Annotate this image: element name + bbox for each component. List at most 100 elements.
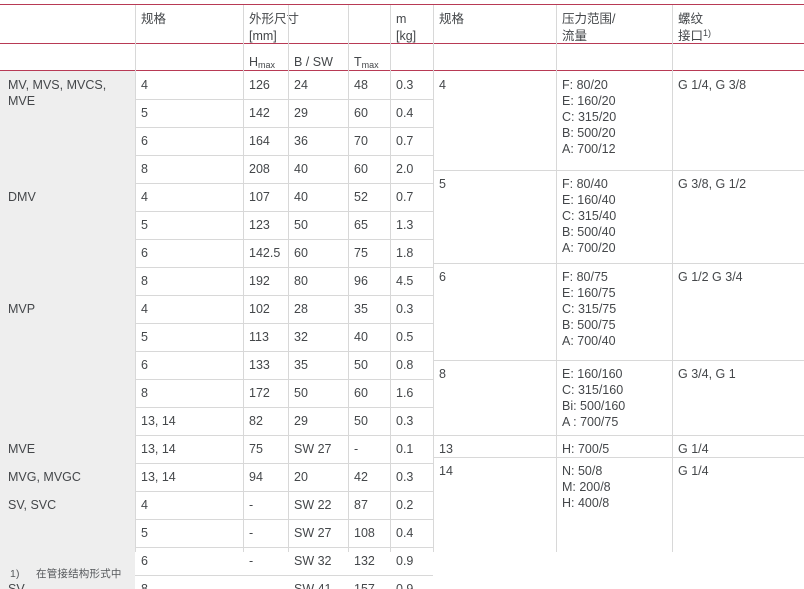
group-label-1: DMV xyxy=(0,183,135,295)
cell-thread: G 3/8, G 1/2 xyxy=(678,177,747,191)
subheader-h-max: Hmax xyxy=(249,55,276,70)
group-label-2: MVP xyxy=(0,295,135,435)
cell-mass: 0.4 xyxy=(396,526,414,540)
cell-b-sw: 32 xyxy=(294,330,308,344)
row-separator xyxy=(433,435,804,436)
cell-pressure: N: 50/8 M: 200/8 H: 400/8 xyxy=(562,464,611,510)
header-size-right: 规格 xyxy=(439,12,465,26)
cell-h-max: 123 xyxy=(249,218,270,232)
cell-b-sw: 60 xyxy=(294,246,308,260)
cell-mass: 0.3 xyxy=(396,302,414,316)
header-size-left: 规格 xyxy=(141,12,167,26)
footnote: 1) 在管接结构形式中 xyxy=(10,566,122,581)
cell-mass: 0.7 xyxy=(396,190,414,204)
cell-h-max: 126 xyxy=(249,78,270,92)
cell-t-max: 60 xyxy=(354,162,368,176)
row-separator xyxy=(135,379,433,380)
cell-h-max: 142 xyxy=(249,106,270,120)
cell-t-max: 42 xyxy=(354,470,368,484)
cell-pressure: E: 160/160 C: 315/160 Bi: 500/160 A : 70… xyxy=(562,367,626,429)
cell-pressure: H: 700/5 xyxy=(562,442,610,456)
cell-size: 8 xyxy=(141,386,148,400)
cell-thread: G 1/4 xyxy=(678,442,709,456)
cell-thread: G 1/4, G 3/8 xyxy=(678,78,747,92)
header-thread: 螺纹 接口1) xyxy=(678,12,712,43)
cell-h-max: 75 xyxy=(249,442,263,456)
cell-size: 4 xyxy=(141,78,148,92)
row-separator xyxy=(135,127,433,128)
cell-t-max: - xyxy=(354,442,359,456)
cell-size: 13, 14 xyxy=(141,470,176,484)
cell-b-sw: 28 xyxy=(294,302,308,316)
cell-mass: 0.3 xyxy=(396,470,414,484)
cell-size: 4 xyxy=(141,302,148,316)
header-rule xyxy=(0,43,804,44)
cell-t-max: 70 xyxy=(354,134,368,148)
cell-t-max: 50 xyxy=(354,414,368,428)
cell-mass: 1.6 xyxy=(396,386,414,400)
cell-t-max: 87 xyxy=(354,498,368,512)
cell-b-sw: SW 27 xyxy=(294,442,332,456)
row-separator xyxy=(135,211,433,212)
cell-h-max: 164 xyxy=(249,134,270,148)
cell-size: 8 xyxy=(141,274,148,288)
cell-b-sw: 29 xyxy=(294,106,308,120)
cell-h-max: 107 xyxy=(249,190,270,204)
cell-h-max: 94 xyxy=(249,470,263,484)
cell-h-max: 172 xyxy=(249,386,270,400)
cell-size: 13, 14 xyxy=(141,442,176,456)
group-label-6: SV xyxy=(0,575,135,589)
cell-size: 8 xyxy=(141,582,148,589)
row-separator xyxy=(135,491,433,492)
column-separator xyxy=(672,5,673,552)
header-mass: m [kg] xyxy=(396,12,417,43)
footnote-mark: 1) xyxy=(10,568,20,580)
row-separator xyxy=(135,463,433,464)
row-separator xyxy=(135,323,433,324)
cell-b-sw: SW 22 xyxy=(294,498,332,512)
cell-size: 4 xyxy=(141,498,148,512)
cell-mass: 0.7 xyxy=(396,134,414,148)
cell-h-max: 142.5 xyxy=(249,246,281,260)
cell-b-sw: 35 xyxy=(294,358,308,372)
cell-h-max: 208 xyxy=(249,162,270,176)
row-separator xyxy=(135,351,433,352)
cell-h-max: 192 xyxy=(249,274,270,288)
row-separator xyxy=(433,170,804,171)
cell-mass: 0.2 xyxy=(396,498,414,512)
subheader-t-max: Tmax xyxy=(354,55,379,70)
cell-pressure: F: 80/20 E: 160/20 C: 315/20 B: 500/20 A… xyxy=(562,78,617,156)
row-separator xyxy=(433,263,804,264)
row-separator xyxy=(135,155,433,156)
row-separator xyxy=(433,457,804,458)
cell-size: 8 xyxy=(141,162,148,176)
row-separator xyxy=(135,547,433,548)
row-separator xyxy=(433,360,804,361)
cell-mass: 2.0 xyxy=(396,162,414,176)
cell-mass: 0.4 xyxy=(396,106,414,120)
cell-b-sw: 29 xyxy=(294,414,308,428)
thread-footnote-marker: 1) xyxy=(703,28,712,38)
cell-t-max: 132 xyxy=(354,554,375,568)
cell-size: 6 xyxy=(141,246,148,260)
cell-size: 5 xyxy=(141,106,148,120)
cell-t-max: 60 xyxy=(354,386,368,400)
row-separator xyxy=(135,295,433,296)
left-label-header-blank xyxy=(0,5,135,70)
column-separator xyxy=(243,5,244,552)
header-dimensions: 外形尺寸 [mm] xyxy=(249,12,300,43)
cell-size-right: 13 xyxy=(439,442,453,456)
cell-b-sw: 40 xyxy=(294,162,308,176)
cell-t-max: 35 xyxy=(354,302,368,316)
cell-t-max: 40 xyxy=(354,330,368,344)
header-rule xyxy=(0,4,804,5)
group-label-0: MV, MVS, MVCS, MVE xyxy=(0,71,135,183)
cell-mass: 1.8 xyxy=(396,246,414,260)
cell-t-max: 52 xyxy=(354,190,368,204)
cell-h-max: - xyxy=(249,526,254,540)
cell-size-right: 5 xyxy=(439,177,446,191)
cell-t-max: 75 xyxy=(354,246,368,260)
cell-size-right: 6 xyxy=(439,270,446,284)
cell-thread: G 3/4, G 1 xyxy=(678,367,736,381)
